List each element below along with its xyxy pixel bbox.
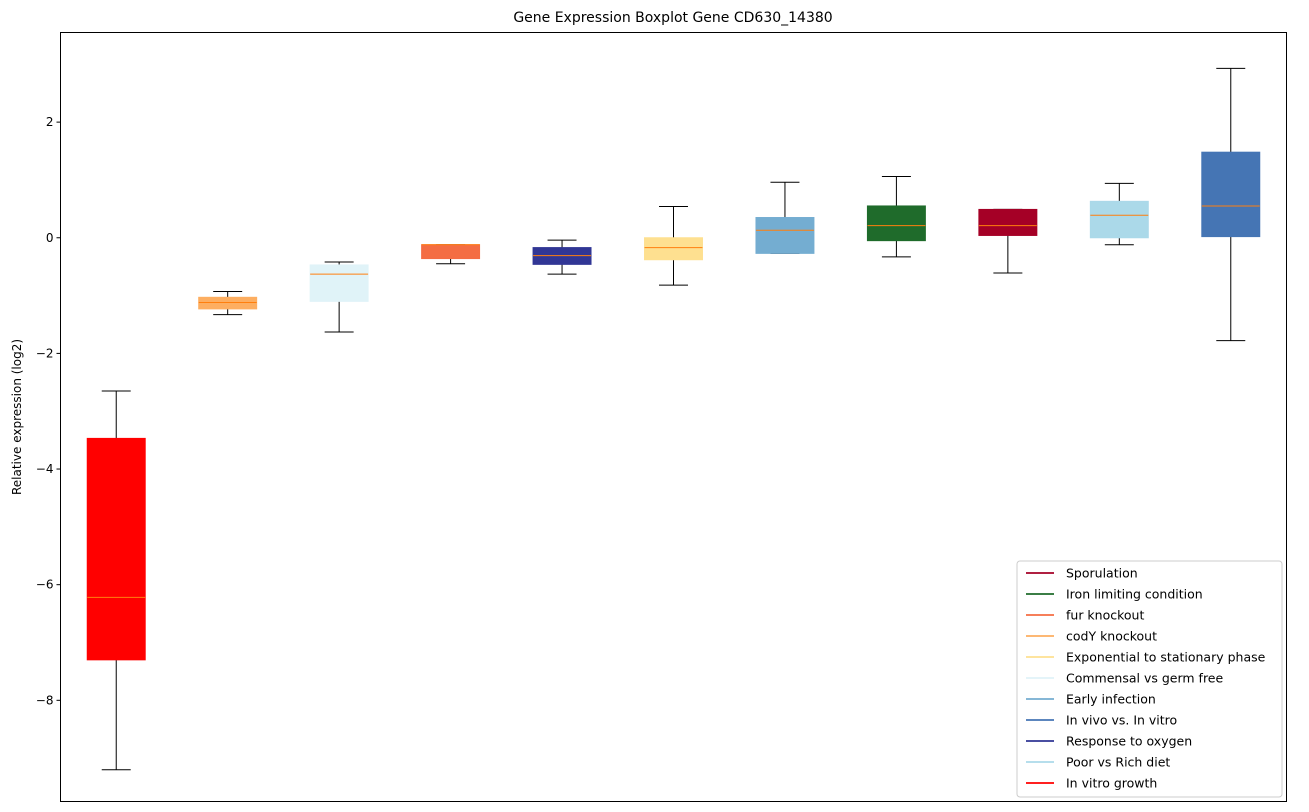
legend-item: fur knockout	[1026, 608, 1144, 623]
box-body	[1201, 151, 1261, 238]
y-axis-label: Relative expression (log2)	[10, 339, 24, 495]
legend-item: Sporulation	[1026, 566, 1138, 581]
legend-label: Poor vs Rich diet	[1066, 755, 1170, 770]
box-early-infection	[755, 181, 815, 254]
box-in-vitro-growth	[86, 390, 146, 771]
box-exponential-to-stationary-phase	[644, 206, 703, 286]
y-tick-label: −8	[36, 693, 54, 707]
box-in-vivo-vs-in-vitro	[1201, 67, 1261, 342]
legend-label: Commensal vs germ free	[1066, 671, 1223, 686]
y-tick-label: 2	[46, 115, 54, 129]
legend-item: Iron limiting condition	[1026, 587, 1203, 602]
legend-label: Early infection	[1066, 692, 1156, 707]
legend-label: In vivo vs. In vitro	[1066, 713, 1177, 728]
legend-item: In vivo vs. In vitro	[1026, 713, 1177, 728]
legend-label: Sporulation	[1066, 566, 1138, 581]
legend-item: Response to oxygen	[1026, 734, 1192, 749]
legend-label: Exponential to stationary phase	[1066, 650, 1266, 665]
plot-frame	[60, 32, 1287, 802]
box-body	[86, 437, 146, 661]
legend-item: Exponential to stationary phase	[1026, 650, 1266, 665]
box-body	[866, 205, 926, 242]
y-tick-label: −4	[36, 462, 54, 476]
box-poor-vs-rich-diet	[1089, 182, 1149, 246]
box-sporulation	[978, 208, 1038, 274]
legend-item: codY knockout	[1026, 629, 1157, 644]
legend-label: codY knockout	[1066, 629, 1157, 644]
box-commensal-vs-germ-free	[309, 261, 369, 333]
y-tick-label: −2	[36, 346, 54, 360]
box-cody-knockout	[198, 291, 258, 316]
legend-frame	[1016, 560, 1283, 798]
box-body	[1089, 200, 1149, 239]
box-body	[978, 208, 1038, 236]
box-body	[644, 237, 703, 261]
y-axis-ticks: −8 −6 −4 −2 0 2	[36, 115, 61, 707]
y-tick-label: −6	[36, 578, 54, 592]
box-body	[198, 296, 258, 310]
legend-item: Early infection	[1026, 692, 1156, 707]
y-tick-label: 0	[46, 231, 54, 245]
box-response-to-oxygen	[532, 239, 592, 275]
legend-item: Commensal vs germ free	[1026, 671, 1223, 686]
box-body	[309, 264, 369, 302]
box-body	[755, 217, 815, 254]
legend-item: In vitro growth	[1026, 776, 1157, 791]
box-fur-knockout	[421, 244, 481, 265]
chart-title: Gene Expression Boxplot Gene CD630_14380	[513, 10, 832, 26]
legend-item: Poor vs Rich diet	[1026, 755, 1170, 770]
legend-label: Iron limiting condition	[1066, 587, 1203, 602]
legend-label: Response to oxygen	[1066, 734, 1192, 749]
box-body	[421, 244, 481, 260]
legend: Sporulation Iron limiting condition fur kn…	[1016, 560, 1283, 798]
legend-label: fur knockout	[1066, 608, 1144, 623]
legend-label: In vitro growth	[1066, 776, 1157, 791]
box-series	[86, 67, 1261, 771]
box-iron-limiting-condition	[866, 175, 926, 258]
